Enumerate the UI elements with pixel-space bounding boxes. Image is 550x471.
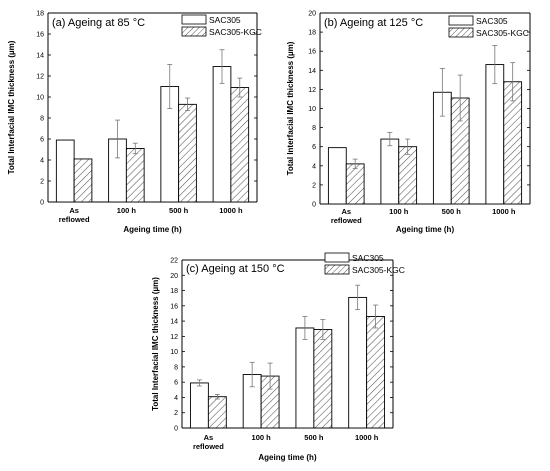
legend: SAC305 SAC305-KGC — [448, 15, 529, 38]
y-axis-label: Total Interfacial IMC thickness (µm) — [286, 41, 295, 175]
chart-panel-1: 0 2 4 6 8 10 12 14 16 18 As reflowed 100 h 500 h 1000 … — [7, 11, 262, 235]
y-tick-label: 0 — [174, 426, 178, 433]
x-axis-label: Ageing time (h) — [123, 225, 182, 234]
x-tick-label: 1000 h — [355, 433, 379, 442]
y-tick-label: 10 — [36, 95, 44, 102]
y-tick-label: 6 — [40, 137, 44, 144]
legend: SAC305 SAC305-KGC — [324, 252, 405, 275]
x-tick-label: 100 h — [117, 206, 137, 215]
y-tick-label: 6 — [312, 144, 316, 151]
legend-label: SAC305-KGC — [476, 28, 529, 38]
x-axis-label: Ageing time (h) — [396, 225, 455, 234]
y-tick-label: 2 — [312, 182, 316, 189]
bar-sac305 — [327, 147, 347, 205]
bar-sac305-kgc — [398, 146, 418, 205]
bar-sac305 — [348, 296, 368, 429]
legend: SAC305 SAC305-KGC — [181, 14, 262, 37]
y-tick-label: 2 — [174, 410, 178, 417]
x-tick-label: 100 h — [252, 433, 272, 442]
x-tick-label: As reflowed — [59, 206, 90, 224]
chart-panel-3: 0 2 4 6 8 10 12 14 16 18 20 22 As reflowed 100 h 500 h 1… — [151, 252, 405, 462]
y-tick-label: 14 — [170, 319, 178, 326]
legend-label: SAC305 — [476, 16, 508, 26]
x-tick-label: 500 h — [304, 433, 324, 442]
y-tick-label: 4 — [174, 395, 178, 402]
bar-sac305 — [189, 382, 209, 429]
panel-title: (c) Ageing at 150 °C — [186, 263, 285, 275]
x-tick-label: 1000 h — [219, 206, 243, 215]
legend-label: SAC305 — [209, 15, 241, 25]
legend-swatch — [324, 264, 350, 275]
bar-sac305 — [485, 64, 505, 205]
y-tick-label: 8 — [174, 364, 178, 371]
y-tick-label: 14 — [308, 68, 316, 75]
panel-title: (a) Ageing at 85 °C — [52, 17, 145, 29]
bar-sac305-kgc — [207, 396, 227, 429]
y-tick-label: 6 — [174, 380, 178, 387]
panel-title: (b) Ageing at 125 °C — [324, 17, 423, 29]
y-tick-label: 12 — [36, 74, 44, 81]
y-tick-label: 12 — [170, 334, 178, 341]
y-tick-label: 10 — [170, 349, 178, 356]
y-tick-label: 8 — [312, 125, 316, 132]
chart-panels: 0 2 4 6 8 10 12 14 16 18 As reflowed 100 h 500 h 1000 … — [7, 11, 531, 462]
bar-sac305-kgc — [73, 158, 93, 203]
y-tick-label: 10 — [308, 106, 316, 113]
y-tick-label: 0 — [40, 200, 44, 207]
x-tick-label: 100 h — [389, 207, 409, 216]
legend-swatch — [324, 252, 350, 263]
legend-label: SAC305-KGC — [352, 265, 405, 275]
y-tick-label: 18 — [308, 30, 316, 37]
y-tick-label: 8 — [40, 116, 44, 123]
bar-sac305-kgc — [366, 316, 386, 429]
bar-sac305-kgc — [313, 329, 333, 429]
y-tick-label: 4 — [40, 158, 44, 165]
x-tick-label: As reflowed — [331, 207, 362, 225]
bar-sac305 — [295, 327, 315, 429]
x-tick-label: 500 h — [169, 206, 189, 215]
chart-panel-2: 0 2 4 6 8 10 12 14 16 18 20 As reflowed 100 h 500 h 100… — [286, 11, 531, 234]
y-axis-label: Total Interfacial IMC thickness (µm) — [7, 40, 16, 174]
y-tick-label: 2 — [40, 179, 44, 186]
y-axis-label: Total Interfacial IMC thickness (µm) — [151, 277, 160, 411]
bar-sac305 — [212, 66, 232, 203]
y-tick-label: 20 — [308, 11, 316, 18]
x-tick-label: 1000 h — [492, 207, 516, 216]
y-tick-label: 0 — [312, 202, 316, 209]
bar-sac305-kgc — [125, 147, 145, 203]
y-tick-label: 12 — [308, 87, 316, 94]
x-axis-label: Ageing time (h) — [258, 453, 317, 462]
y-tick-label: 14 — [36, 53, 44, 60]
legend-swatch — [181, 26, 207, 37]
legend-swatch — [448, 27, 474, 38]
y-tick-label: 18 — [170, 288, 178, 295]
legend-label: SAC305-KGC — [209, 27, 262, 37]
x-tick-label: As reflowed — [193, 433, 224, 451]
y-tick-label: 18 — [36, 11, 44, 18]
y-tick-label: 22 — [170, 258, 178, 265]
bar-sac305-kgc — [178, 103, 197, 203]
y-tick-label: 16 — [36, 32, 44, 39]
legend-swatch — [181, 14, 207, 25]
legend-swatch — [448, 15, 474, 26]
y-tick-label: 16 — [170, 303, 178, 310]
bar-sac305 — [55, 139, 75, 203]
bar-sac305-kgc — [230, 87, 250, 203]
x-tick-label: 500 h — [442, 207, 462, 216]
y-tick-label: 16 — [308, 49, 316, 56]
y-tick-label: 4 — [312, 163, 316, 170]
legend-label: SAC305 — [352, 253, 384, 263]
bar-sac305-kgc — [345, 163, 365, 205]
y-tick-label: 20 — [170, 273, 178, 280]
bar-sac305 — [380, 138, 400, 205]
